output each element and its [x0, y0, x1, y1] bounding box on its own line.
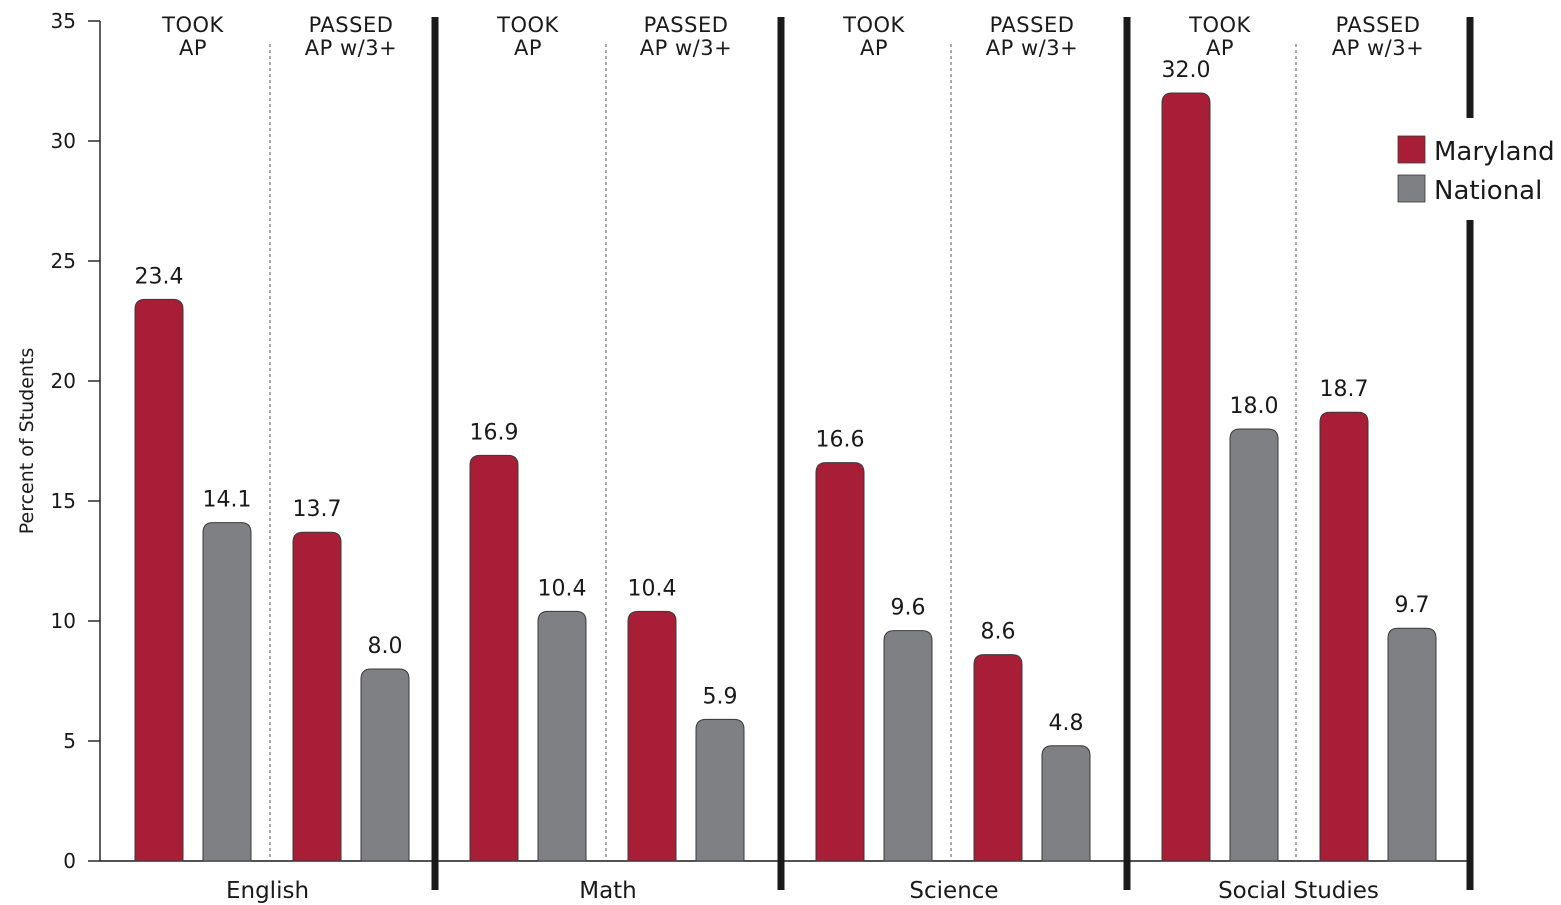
y-tick-label: 20	[51, 369, 76, 393]
legend-label-national: National	[1434, 176, 1542, 206]
bar-maryland	[1319, 411, 1369, 862]
header-took-ap: AP	[179, 36, 207, 60]
header-passed-ap: PASSED	[1336, 13, 1421, 37]
legend-swatch-maryland	[1397, 135, 1426, 164]
header-took-ap: AP	[514, 36, 542, 60]
legend-layer: Maryland National	[1390, 120, 1560, 218]
data-label: 4.8	[1049, 711, 1084, 736]
bar-national	[1041, 745, 1091, 862]
data-label: 10.4	[628, 576, 677, 601]
data-label: 8.0	[368, 634, 403, 659]
bar-maryland	[815, 462, 865, 862]
bar-national	[695, 718, 745, 862]
bar-maryland	[973, 654, 1023, 862]
bar-maryland	[1161, 92, 1211, 862]
y-tick-label: 30	[51, 129, 76, 153]
header-passed-ap: PASSED	[990, 13, 1075, 37]
bar-national	[537, 610, 587, 862]
header-took-ap: AP	[1206, 36, 1234, 60]
header-passed-ap: PASSED	[309, 13, 394, 37]
data-label: 13.7	[293, 497, 342, 522]
bar-national	[360, 668, 410, 862]
bar-maryland	[627, 610, 677, 862]
legend-swatch-national	[1397, 174, 1426, 203]
header-took-ap: TOOK	[1188, 13, 1251, 37]
y-axis-title: Percent of Students	[16, 348, 38, 535]
group-label: Science	[909, 878, 998, 904]
data-label: 9.7	[1395, 593, 1430, 618]
y-tick-label: 35	[51, 9, 76, 33]
bar-national	[202, 522, 252, 862]
header-passed-ap: PASSED	[644, 13, 729, 37]
y-tick-label: 0	[63, 849, 76, 873]
y-tick-label: 15	[51, 489, 76, 513]
header-took-ap: TOOK	[161, 13, 224, 37]
data-label: 32.0	[1162, 58, 1211, 83]
bar-maryland	[469, 454, 519, 862]
y-tick-label: 10	[51, 609, 76, 633]
data-label: 23.4	[135, 264, 184, 289]
legend-label-maryland: Maryland	[1434, 137, 1555, 167]
data-label: 16.6	[816, 428, 865, 453]
bar-layer	[134, 92, 1437, 862]
data-label: 18.0	[1230, 394, 1279, 419]
header-passed-ap: AP w/3+	[1332, 36, 1424, 60]
label-layer: 23.4 14.1 13.7 8.0 English 16.9 10.4 10.4 5.9 Mat…	[135, 58, 1430, 904]
data-label: 10.4	[538, 576, 587, 601]
header-passed-ap: AP w/3+	[986, 36, 1078, 60]
bar-national	[1387, 627, 1437, 862]
bar-national	[883, 630, 933, 862]
y-tick-label: 5	[63, 729, 76, 753]
separator-layer	[269, 17, 1474, 890]
data-label: 18.7	[1320, 377, 1369, 402]
data-label: 8.6	[981, 620, 1016, 645]
group-label: Social Studies	[1218, 878, 1379, 904]
data-label: 14.1	[203, 488, 252, 513]
data-label: 16.9	[470, 420, 519, 445]
header-passed-ap: AP w/3+	[305, 36, 397, 60]
header-took-ap: TOOK	[842, 13, 905, 37]
header-took-ap: TOOK	[496, 13, 559, 37]
y-tick-label: 25	[51, 249, 76, 273]
header-took-ap: AP	[860, 36, 888, 60]
bar-national	[1229, 428, 1279, 862]
bar-maryland	[134, 298, 184, 862]
data-label: 9.6	[891, 596, 926, 621]
group-label: English	[226, 878, 309, 904]
header-passed-ap: AP w/3+	[640, 36, 732, 60]
data-label: 5.9	[703, 684, 738, 709]
group-label: Math	[579, 878, 637, 904]
bar-maryland	[292, 531, 342, 862]
